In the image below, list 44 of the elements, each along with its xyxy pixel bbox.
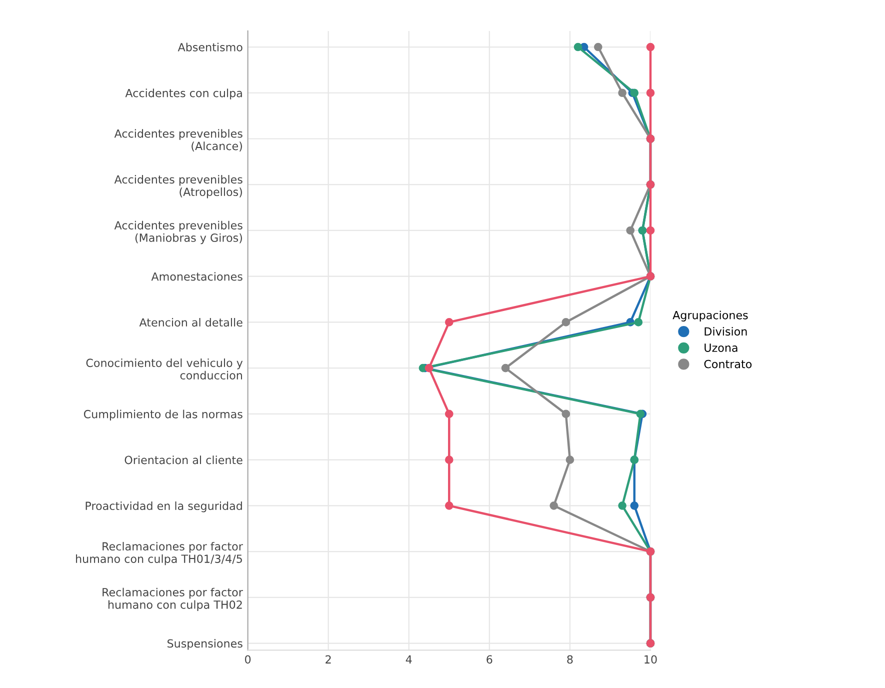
y-tick-label: Suspensiones [168,639,242,650]
point [562,318,570,326]
y-tick-label: Atencion al detalle [139,318,242,327]
point [424,364,434,372]
point [646,42,655,52]
point [550,502,558,510]
y-tick-label: Orientacion al cliente [124,456,242,464]
y-tick-label: Proactividad en la seguridad [86,501,242,512]
y-tick-label: Accidentes con culpa [125,88,242,100]
point [618,88,626,98]
y-tick-label: Accidentes prevenibles (Alcance) [114,129,242,152]
point [630,502,639,510]
legend-title: Agrupaciones [672,310,748,322]
point [618,502,626,510]
y-tick-label: Cumplimiento de las normas [84,410,242,420]
y-tick-label: Reclamaciones por factor humano con culpa TH02 [102,588,243,612]
x-tick-label: 8 [567,655,573,664]
legend-label: Uzona [704,344,738,352]
x-tick-label: 0 [245,655,251,664]
x-tick-label: 10 [644,655,657,664]
y-tick-label: Accidentes prevenibles (Atropellos) [114,175,242,198]
point [501,364,510,372]
point [646,226,655,235]
x-tick-label: 6 [486,655,492,664]
point [562,410,570,418]
point [574,42,582,52]
y-tick-label: Accidentes prevenibles (Maniobras y Giros) [114,220,242,244]
point [444,318,454,326]
point [646,88,655,98]
y-tick-label: Absentismo [178,42,242,52]
x-tick-label: 2 [326,655,331,664]
point [626,226,635,235]
x-tick-label: 4 [406,655,412,664]
point [634,318,643,326]
y-tick-label: Conocimiento del vehiculo y conduccion [86,358,243,380]
point [566,456,574,464]
y-tick-label: Reclamaciones por factor humano con culpa TH01/3/4/5 [76,542,243,566]
y-tick-label: Amonestaciones [151,272,242,281]
point [444,456,454,464]
point [444,410,454,418]
legend-label: Contrato [704,360,752,368]
legend-label: Division [704,327,747,336]
point [594,42,602,52]
point [444,502,454,510]
